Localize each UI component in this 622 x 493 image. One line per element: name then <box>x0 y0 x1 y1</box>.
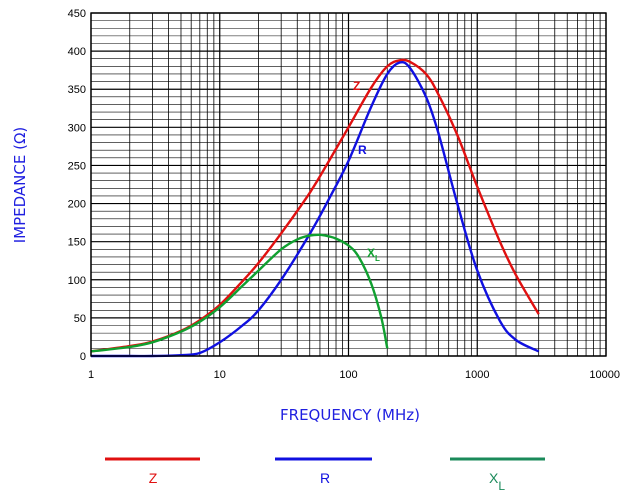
y-tick-label: 300 <box>68 122 86 134</box>
y-tick-label: 200 <box>68 199 86 211</box>
y-tick-label: 350 <box>68 84 86 96</box>
x-tick-label: 1 <box>88 369 94 381</box>
y-tick-label: 250 <box>68 160 86 172</box>
curve-labels: Z R XL <box>353 79 380 263</box>
x-tick-label: 1000 <box>465 369 489 381</box>
legend-label-z: Z <box>149 470 158 486</box>
legend-label-subscript: L <box>498 479 505 493</box>
y-tick-label: 50 <box>74 313 86 325</box>
legend: Z R XL <box>105 457 545 493</box>
x-tick-label: 10 <box>214 369 226 381</box>
series-line-r <box>91 60 540 358</box>
curve-label-z: Z <box>353 79 360 93</box>
y-tick-label: 450 <box>68 8 86 20</box>
legend-label-r: R <box>320 470 330 486</box>
x-axis-title: FREQUENCY (MHz) <box>280 406 420 424</box>
grid <box>90 12 607 357</box>
series-line-xl <box>90 233 389 353</box>
y-tick-label: 150 <box>68 237 86 249</box>
y-axis-title: IMPEDANCE (Ω) <box>11 127 29 244</box>
curve-label-r: R <box>358 143 367 157</box>
y-tick-label: 100 <box>68 275 86 287</box>
y-tick-label: 0 <box>80 351 86 363</box>
curve-label-xl: XL <box>367 246 380 263</box>
x-tick-label: 100 <box>339 369 357 381</box>
plot-border <box>90 12 607 357</box>
y-tick-label: 400 <box>68 46 86 58</box>
curve-label-subscript: L <box>375 254 380 263</box>
x-tick-label: 10000 <box>589 369 620 381</box>
legend-label-xl: XL <box>489 470 505 493</box>
curves <box>90 58 540 358</box>
tick-labels: 0 50 100 150 200 250 300 350 400 450 1 10 100 1000 100… <box>68 8 620 381</box>
plot-frame <box>90 12 607 357</box>
